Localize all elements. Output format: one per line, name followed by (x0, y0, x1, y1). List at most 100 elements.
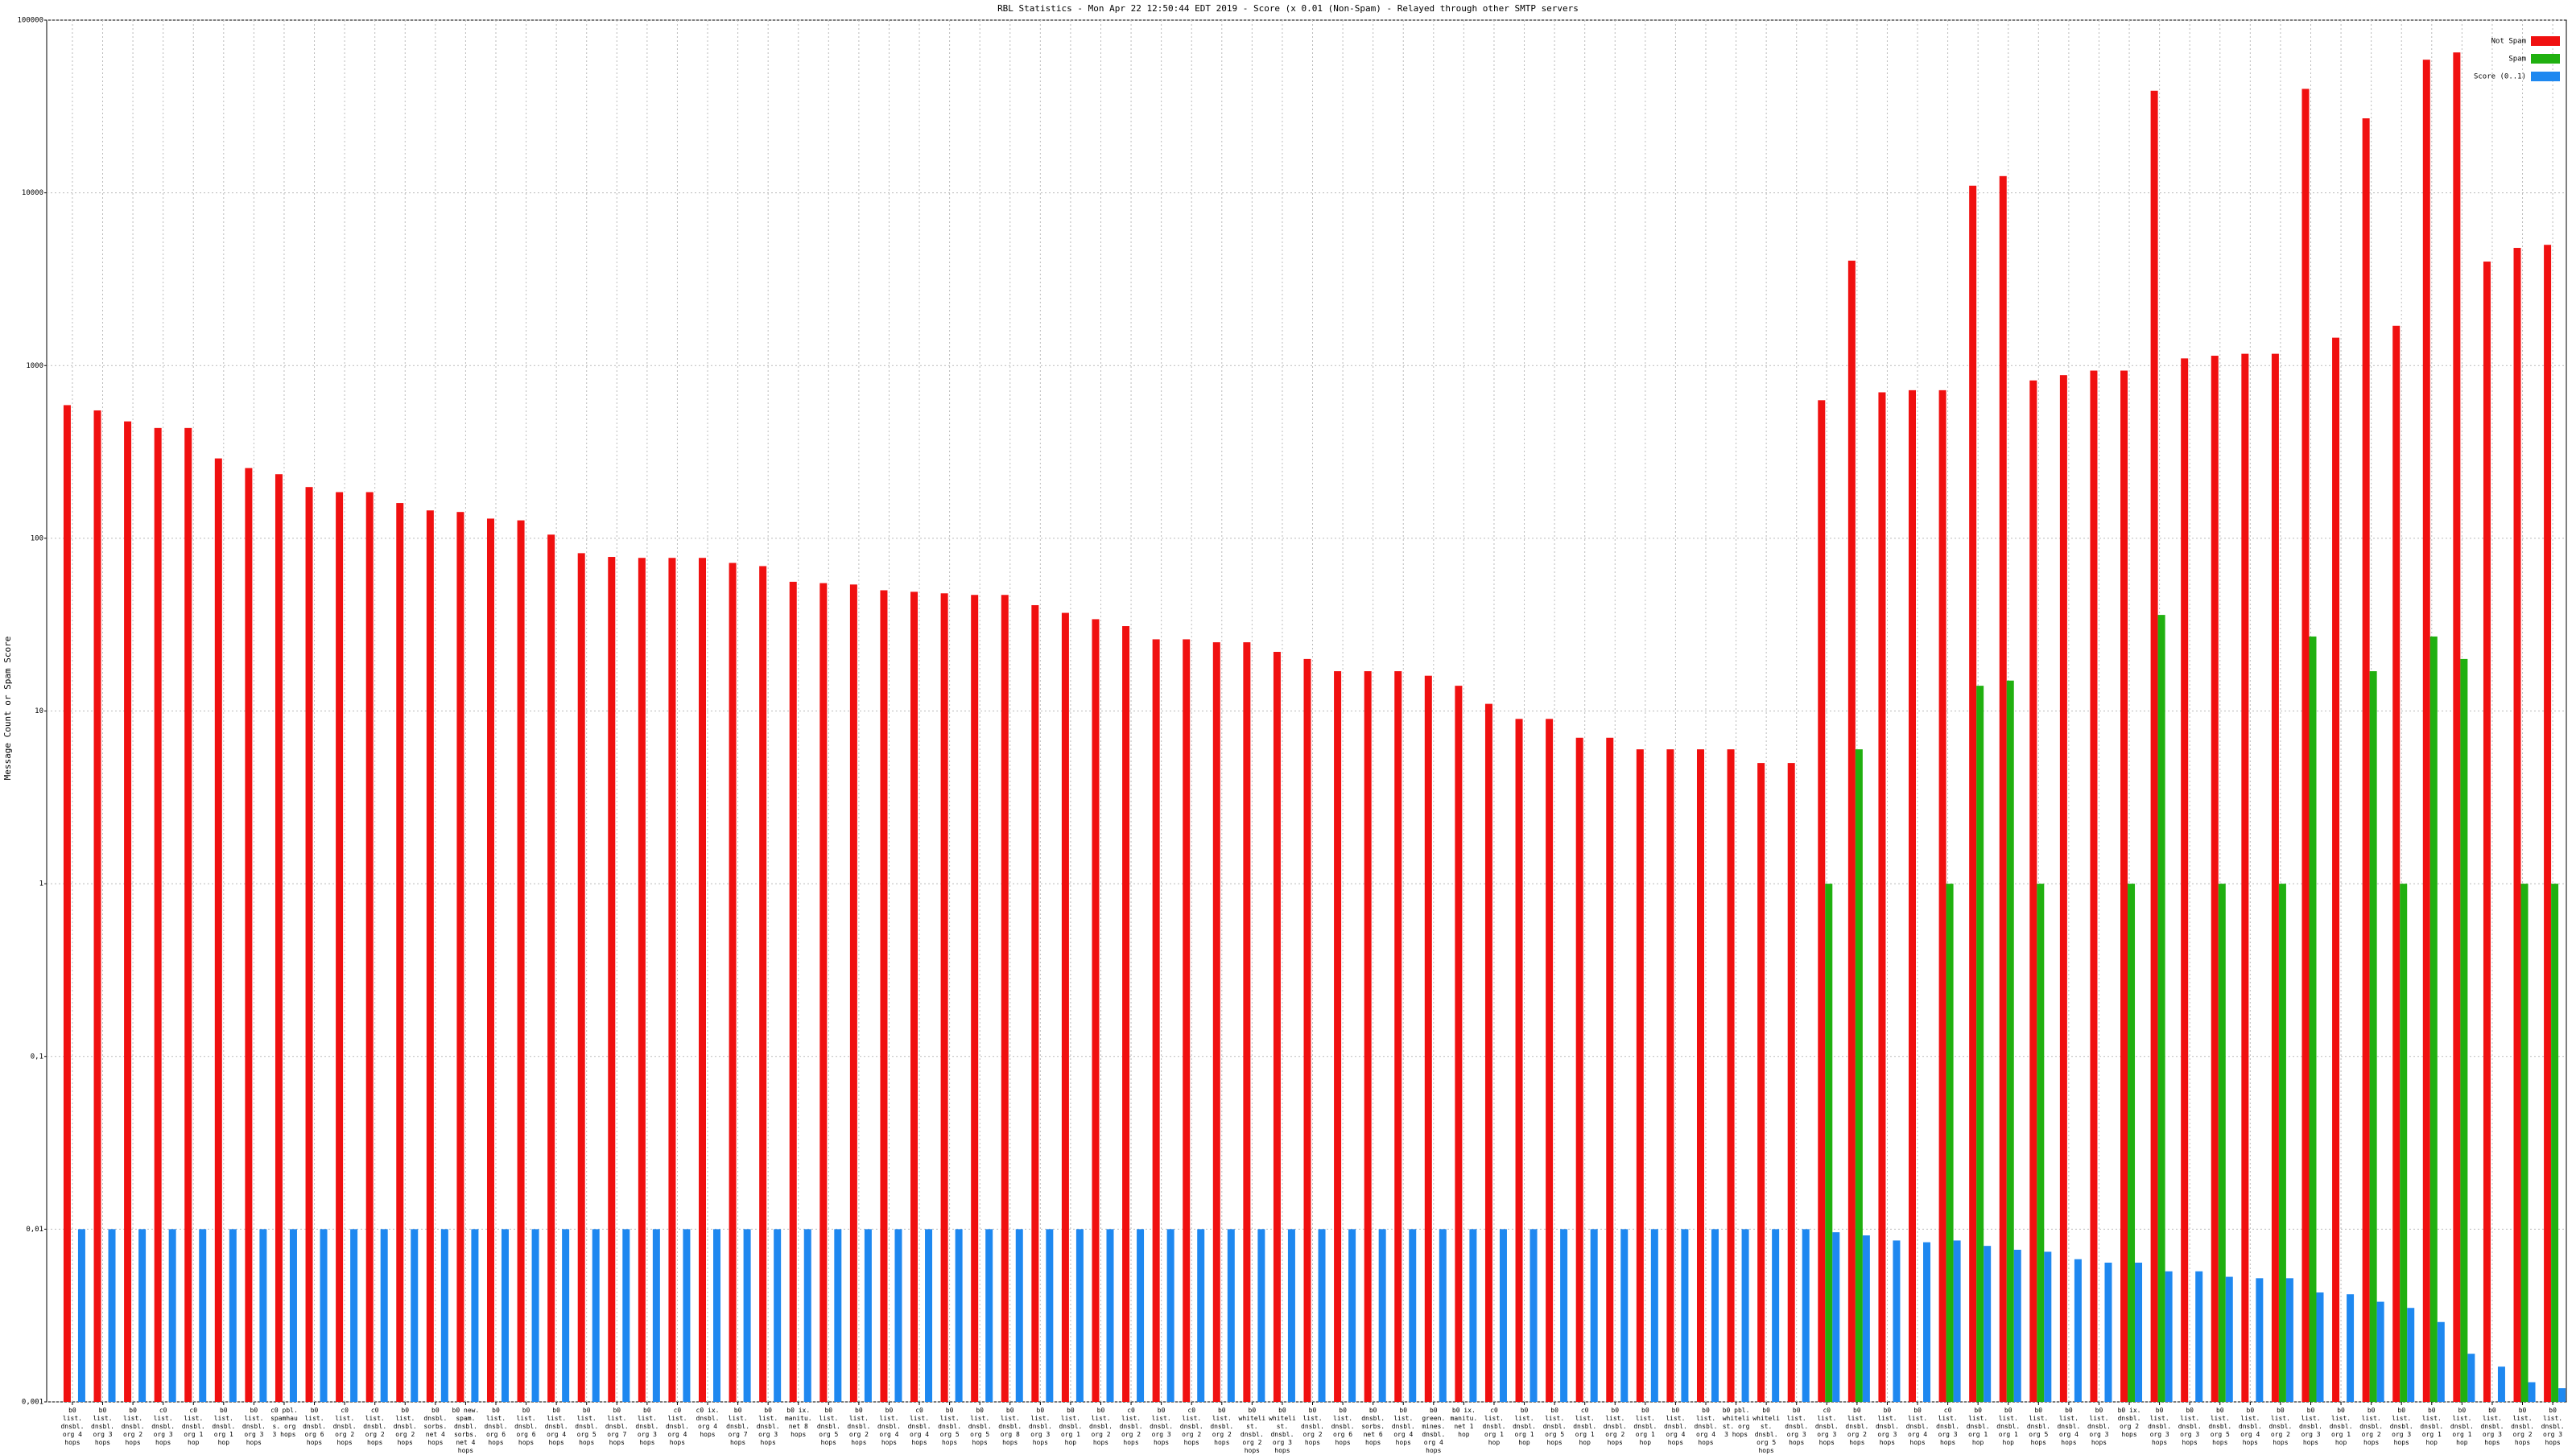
bar (63, 405, 71, 1402)
bar (1772, 1229, 1780, 1402)
bar (1061, 612, 1069, 1402)
x-tick-label: b0 dnsbl. sorbs. net 4 hops (423, 1407, 448, 1446)
bar (1455, 686, 1463, 1402)
bar (1031, 604, 1039, 1402)
bar (1378, 1229, 1386, 1402)
bar (1862, 1235, 1870, 1402)
legend-swatch (2531, 36, 2560, 46)
bar (1469, 1229, 1477, 1402)
x-tick-label: b0 green. mines. dnsbl. org 4 hops (1422, 1407, 1446, 1454)
bar (1152, 639, 1160, 1402)
bar (1650, 1229, 1658, 1402)
bar (819, 583, 828, 1402)
bar (1711, 1229, 1719, 1402)
bar (2301, 89, 2310, 1403)
bar (2013, 1249, 2021, 1402)
bar (1855, 749, 1863, 1402)
bar (1001, 595, 1009, 1402)
bar (2044, 1251, 2052, 1402)
bar (894, 1229, 902, 1402)
bar (592, 1229, 600, 1402)
bar (2120, 370, 2128, 1403)
bar (2422, 60, 2430, 1402)
bar (1847, 260, 1856, 1402)
bar (275, 474, 283, 1402)
x-tick-label: c0 list. dnsbl. org 4 hops (907, 1407, 931, 1446)
bar (1696, 749, 1704, 1402)
bar (1969, 185, 1977, 1402)
x-tick-label: b0 list. dnsbl. org 1 hop (2450, 1407, 2474, 1446)
bar (2483, 262, 2491, 1403)
bar (1137, 1229, 1145, 1402)
bar (1787, 763, 1795, 1402)
bar (2460, 658, 2468, 1402)
x-tick-label: b0 list. dnsbl. org 1 hop (2329, 1407, 2353, 1446)
x-tick-label: b0 list. dnsbl. org 2 hops (1089, 1407, 1113, 1446)
x-tick-label: b0 list. dnsbl. org 5 hops (816, 1407, 840, 1446)
bar (1606, 737, 1614, 1402)
x-tick-label: b0 list. dnsbl. org 3 hops (2389, 1407, 2413, 1446)
bar (1484, 703, 1492, 1402)
x-tick-label: b0 list. dnsbl. org 5 hops (1542, 1407, 1567, 1446)
bar (2551, 884, 2559, 1402)
x-tick-label: b0 list. dnsbl. org 1 hop (1059, 1407, 1083, 1446)
bar (638, 558, 646, 1402)
x-tick-label: b0 list. dnsbl. org 5 hops (2026, 1407, 2050, 1446)
bar (1394, 671, 1402, 1402)
x-tick-label: b0 list. dnsbl. org 3 hops (1785, 1407, 1809, 1446)
bar (2241, 353, 2249, 1402)
bar (925, 1229, 933, 1402)
x-tick-label: b0 list. dnsbl. org 3 hops (91, 1407, 114, 1446)
bar (486, 518, 494, 1402)
bar (2104, 1262, 2112, 1402)
bar (834, 1229, 842, 1402)
bar (1439, 1229, 1447, 1402)
x-tick-label: b0 list. dnsbl. org 2 hops (393, 1407, 417, 1446)
bar (1923, 1242, 1931, 1402)
bar (77, 1229, 85, 1402)
bar (608, 557, 616, 1402)
legend-swatch (2531, 54, 2560, 64)
x-tick-label: b0 dnsbl. sorbs. net 6 hops (1361, 1407, 1385, 1446)
x-tick-label: b0 list. dnsbl. org 4 hops (877, 1407, 901, 1446)
bar (1938, 390, 1946, 1403)
x-tick-label: c0 list. dnsbl. org 2 hops (332, 1407, 357, 1446)
bar (517, 520, 525, 1402)
bar (2256, 1278, 2264, 1402)
bar (2037, 884, 2045, 1402)
x-tick-label: c0 list. dnsbl. org 4 hops (665, 1407, 689, 1446)
x-tick-label: c0 list. dnsbl. org 3 hops (1814, 1407, 1839, 1446)
x-tick-label: b0 list. dnsbl. org 3 hops (2299, 1407, 2322, 1446)
bar (2520, 884, 2529, 1402)
bar (1303, 658, 1311, 1402)
bar (1636, 749, 1644, 1402)
bar (2400, 884, 2408, 1402)
x-tick-label: b0 list. dnsbl. org 5 hops (938, 1407, 962, 1446)
bar (289, 1229, 297, 1402)
x-tick-label: b0 list. dnsbl. org 2 hops (2359, 1407, 2384, 1446)
y-tick-label: 100000 (17, 17, 43, 25)
x-tick-label: b0 list. dnsbl. org 4 hops (544, 1407, 568, 1446)
x-tick-label: b0 list. dnsbl. org 5 hops (575, 1407, 599, 1446)
bar (1243, 642, 1251, 1402)
x-tick-label: b0 list. dnsbl. org 1 hop (1513, 1407, 1536, 1446)
bar (1620, 1229, 1629, 1402)
bar (184, 427, 192, 1402)
bar (2150, 90, 2158, 1402)
bar (683, 1229, 691, 1402)
bar (2157, 615, 2165, 1402)
bar (622, 1229, 630, 1402)
x-tick-label: b0 list. dnsbl. org 3 hops (1150, 1407, 1174, 1446)
legend-label: Not Spam (2491, 38, 2526, 46)
legend-label: Score (0..1) (2474, 73, 2526, 81)
x-tick-label: b0 list. dnsbl. org 3 hops (2087, 1407, 2111, 1446)
x-tick-label: b0 list. dnsbl. org 2 hops (1845, 1407, 1869, 1446)
x-tick-label: b0 list. dnsbl. org 3 hops (2541, 1407, 2565, 1446)
bar (1999, 175, 2007, 1402)
x-tick-label: b0 list. dnsbl. org 1 hop (1996, 1407, 2021, 1446)
bar (1666, 749, 1674, 1402)
x-tick-label: b0 new. spam. dnsbl. sorbs. net 4 hops (452, 1407, 480, 1454)
x-tick-label: c0 pbl. spamhaus. org 3 hops (270, 1407, 298, 1438)
x-tick-label: b0 list. dnsbl. org 7 hops (605, 1407, 629, 1446)
bar (2006, 680, 2014, 1402)
